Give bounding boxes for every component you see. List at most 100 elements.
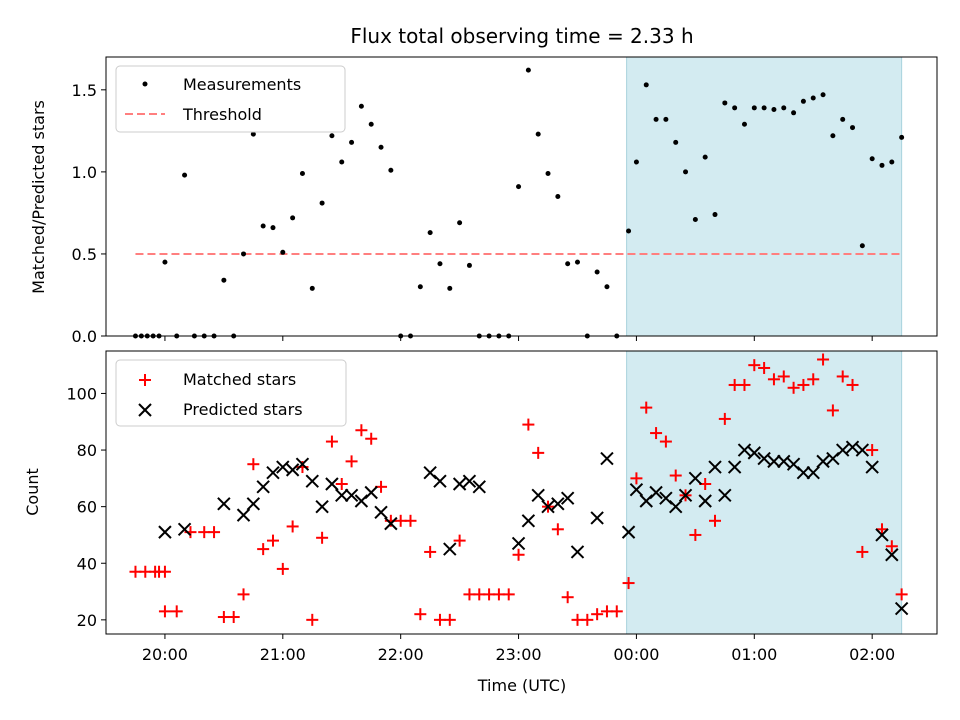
predicted-star-point bbox=[374, 505, 388, 520]
measurement-point bbox=[221, 277, 227, 283]
matched-star-point bbox=[404, 514, 417, 527]
top-y-ticks: 0.0 0.5 1.0 1.5 bbox=[72, 81, 106, 346]
matched-star-point bbox=[718, 412, 731, 425]
predicted-star-point bbox=[551, 497, 565, 511]
matched-star-point bbox=[316, 531, 329, 544]
predicted-star-point bbox=[649, 485, 663, 500]
measurement-point bbox=[555, 194, 561, 199]
matched-star-point bbox=[237, 588, 250, 601]
matched-star-point bbox=[522, 418, 535, 431]
bottom-axes-frame bbox=[105, 350, 938, 635]
matched-star-point bbox=[512, 548, 525, 561]
predicted-star-point bbox=[177, 522, 192, 536]
measurement-point bbox=[899, 134, 905, 140]
matched-star-point bbox=[453, 534, 466, 547]
predicted-star-point bbox=[266, 465, 280, 480]
matched-star-point bbox=[532, 446, 545, 459]
matched-star-point bbox=[158, 605, 171, 618]
predicted-star-point bbox=[246, 497, 261, 511]
matched-star-point bbox=[208, 526, 221, 539]
predicted-star-point bbox=[708, 460, 722, 474]
x-tick-label: 02:00 bbox=[849, 645, 895, 664]
measurement-point bbox=[270, 225, 276, 231]
top-y-axis-label: Matched/Predicted stars bbox=[29, 100, 48, 294]
measurement-point bbox=[604, 284, 610, 290]
predicted-star-point bbox=[845, 440, 860, 454]
top-y-tick-label: 1.0 bbox=[72, 163, 97, 182]
measurement-point bbox=[791, 110, 797, 116]
measurement-points bbox=[132, 67, 905, 339]
top-y-tick-label: 1.5 bbox=[72, 81, 97, 100]
measurement-point bbox=[290, 215, 296, 221]
predicted-star-point bbox=[590, 511, 604, 525]
matched-star-point bbox=[365, 432, 378, 445]
measurement-point bbox=[859, 243, 865, 249]
measurement-point bbox=[879, 162, 885, 168]
measurement-point bbox=[280, 249, 286, 255]
x-tick-label: 23:00 bbox=[495, 645, 541, 664]
measurement-point bbox=[299, 171, 305, 177]
predicted-star-point bbox=[875, 528, 889, 542]
matched-star-point bbox=[335, 478, 348, 491]
matched-star-point bbox=[866, 444, 879, 457]
measurement-point bbox=[339, 159, 345, 165]
matched-star-point bbox=[286, 520, 299, 533]
predicted-star-point bbox=[698, 494, 712, 508]
top-axes-frame bbox=[105, 56, 938, 337]
measurement-point bbox=[565, 261, 571, 267]
measurement-point bbox=[869, 156, 875, 162]
top-highlight-band bbox=[626, 56, 903, 337]
matched-star-point bbox=[502, 588, 515, 601]
predicted-star-point bbox=[384, 516, 398, 531]
measurement-point bbox=[319, 200, 325, 206]
measurement-point bbox=[545, 171, 551, 177]
measurement-point bbox=[457, 220, 463, 226]
measurement-point bbox=[761, 105, 767, 111]
bottom-y-axis-label: Count bbox=[23, 468, 42, 516]
matched-star-point bbox=[610, 605, 623, 618]
measurement-point bbox=[692, 216, 698, 222]
predicted-star-point bbox=[256, 480, 270, 494]
matched-star-point bbox=[807, 373, 820, 386]
top-legend: Measurements Threshold bbox=[115, 65, 346, 133]
legend-label-predicted: Predicted stars bbox=[183, 400, 303, 419]
bottom-y-tick-label: 40 bbox=[77, 554, 97, 573]
measurement-point bbox=[427, 230, 433, 236]
x-tick-label: 00:00 bbox=[613, 645, 659, 664]
matched-star-point bbox=[748, 359, 761, 372]
predicted-star-point bbox=[295, 457, 310, 471]
matched-star-point bbox=[630, 472, 643, 485]
predicted-star-point bbox=[570, 545, 585, 559]
matched-star-point bbox=[355, 424, 368, 437]
bottom-highlight-band bbox=[626, 350, 903, 635]
measurement-point bbox=[358, 103, 364, 109]
measurement-point bbox=[653, 116, 659, 122]
matched-star-point bbox=[895, 588, 908, 601]
matched-star-point bbox=[758, 361, 771, 374]
predicted-star-point bbox=[678, 488, 693, 503]
predicted-star-point bbox=[835, 443, 850, 457]
measurement-point bbox=[516, 184, 522, 190]
measurement-point bbox=[889, 159, 895, 165]
matched-star-point bbox=[846, 378, 859, 391]
matched-star-point bbox=[709, 514, 722, 527]
matched-star-point bbox=[257, 543, 270, 556]
predicted-star-point bbox=[305, 474, 319, 488]
predicted-star-point bbox=[737, 443, 752, 457]
matched-star-point bbox=[276, 562, 289, 575]
predicted-star-point bbox=[433, 474, 447, 488]
measurement-point bbox=[732, 105, 738, 111]
top-x-ticks bbox=[164, 336, 873, 341]
measurement-point bbox=[633, 159, 639, 165]
measurement-point bbox=[368, 121, 374, 127]
measurement-point bbox=[810, 95, 816, 101]
predicted-star-point bbox=[777, 454, 791, 469]
measurement-point bbox=[250, 131, 256, 137]
bottom-y-tick-label: 80 bbox=[77, 441, 97, 460]
x-tick-label: 22:00 bbox=[378, 645, 424, 664]
measurement-point bbox=[626, 228, 632, 234]
measurement-point bbox=[466, 262, 472, 268]
measurement-point bbox=[820, 92, 826, 98]
predicted-star-point bbox=[315, 499, 329, 514]
matched-star-points bbox=[129, 353, 908, 626]
